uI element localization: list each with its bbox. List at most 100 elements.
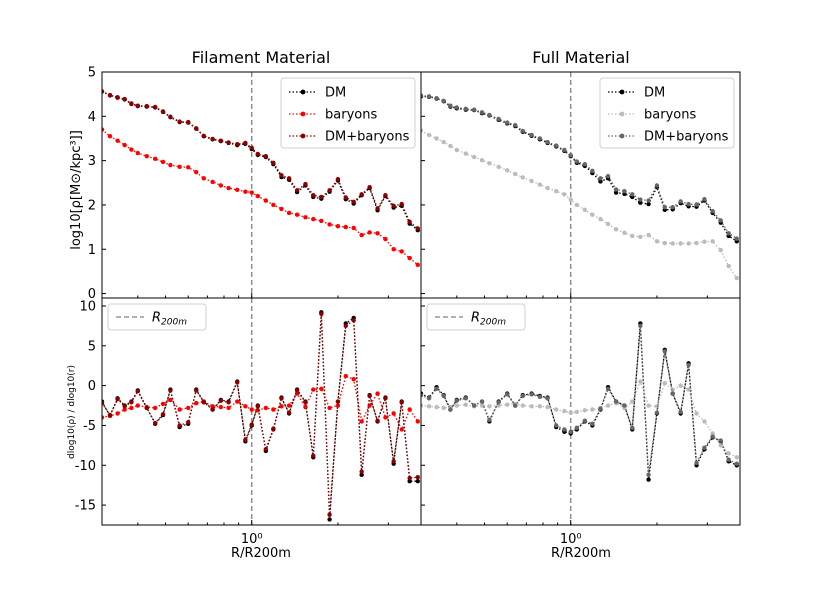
data-point [235, 380, 240, 385]
data-point [255, 193, 261, 199]
data-point [168, 397, 173, 403]
axes-frame [420, 297, 741, 526]
data-point [448, 143, 453, 149]
data-point [598, 179, 603, 184]
x-axis-label-left: R/R200m [231, 546, 291, 561]
data-point [343, 373, 348, 379]
data-point [726, 451, 731, 456]
data-point [605, 386, 611, 391]
data-point [662, 381, 667, 386]
data-point [311, 216, 316, 222]
legend-box [280, 77, 416, 149]
data-point [686, 362, 691, 368]
data-point [407, 478, 412, 484]
data-point [646, 472, 651, 478]
data-point [383, 396, 388, 401]
legend-label: baryons [325, 108, 377, 123]
data-point [662, 240, 667, 246]
data-point [135, 388, 140, 394]
data-point [186, 165, 191, 170]
data-point [726, 457, 731, 462]
data-point [686, 387, 691, 392]
series-group [421, 93, 739, 281]
data-point [646, 201, 651, 207]
data-point [513, 403, 518, 408]
series-line-baryons [102, 129, 419, 266]
data-point [496, 400, 501, 405]
data-point [678, 199, 683, 204]
data-point [590, 421, 595, 427]
data-point [210, 179, 215, 185]
panel-top-right: DM baryons DM+baryons [420, 71, 741, 299]
series-line-baryons [102, 375, 419, 431]
data-point [426, 396, 432, 401]
data-point [311, 387, 316, 392]
y-tick-label: -5 [83, 419, 96, 434]
data-point [102, 400, 105, 406]
data-point [463, 402, 468, 407]
data-point [487, 417, 492, 423]
data-point [160, 159, 166, 165]
data-point [654, 410, 660, 415]
data-point [654, 239, 660, 244]
data-point [160, 401, 166, 407]
data-point [286, 410, 292, 415]
data-point [520, 128, 525, 134]
y-tick-label: -10 [75, 459, 96, 474]
data-point [391, 459, 396, 464]
data-point [678, 409, 683, 415]
data-point [694, 411, 699, 416]
data-point [537, 136, 543, 141]
data-point [201, 176, 206, 181]
data-point [122, 404, 127, 409]
data-point [391, 411, 396, 416]
data-point [135, 103, 140, 108]
data-point [294, 212, 300, 217]
data-point [479, 157, 485, 163]
data-point [343, 195, 348, 200]
data-point [160, 109, 166, 114]
data-point [226, 400, 231, 405]
data-point [598, 406, 603, 411]
data-point [186, 420, 191, 425]
data-point [568, 410, 573, 415]
data-point [177, 407, 182, 412]
data-point [271, 407, 276, 412]
data-point [194, 400, 199, 406]
data-point [638, 234, 643, 240]
data-point [554, 423, 559, 428]
data-point [613, 187, 619, 192]
data-point [646, 477, 651, 482]
data-point [249, 145, 254, 150]
data-point [562, 147, 567, 153]
legend-box [426, 303, 526, 331]
data-point [734, 236, 739, 241]
legend-box [599, 77, 735, 149]
data-point [702, 445, 707, 450]
series-line-baryons [421, 379, 738, 458]
data-point [327, 512, 332, 517]
series-group [102, 310, 420, 522]
data-point [630, 233, 635, 239]
data-point [582, 418, 588, 423]
data-point [710, 434, 715, 439]
data-point [426, 404, 432, 409]
data-point [463, 151, 468, 156]
y-tick-label: 3 [88, 154, 96, 169]
series-line-dm-baryons [102, 313, 418, 515]
data-point [662, 349, 667, 354]
data-point [496, 164, 501, 170]
data-point [311, 192, 316, 198]
data-point [359, 469, 364, 474]
data-point [122, 142, 127, 148]
data-point [319, 386, 324, 391]
data-point [568, 153, 573, 158]
data-point [598, 176, 603, 181]
data-point [441, 393, 446, 399]
data-point [718, 218, 723, 223]
data-point [441, 139, 446, 145]
data-point [630, 399, 635, 404]
data-point [263, 447, 269, 452]
